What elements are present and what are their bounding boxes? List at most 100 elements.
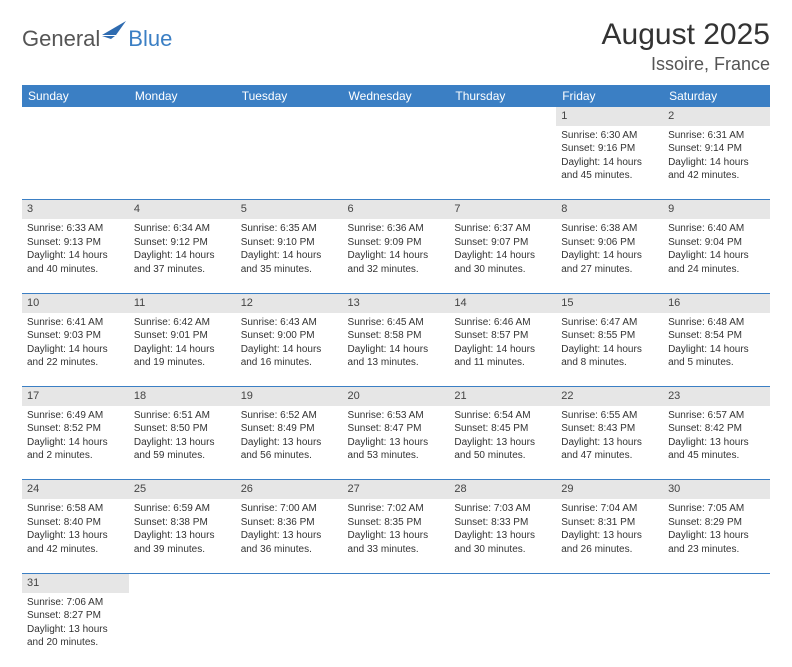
- sunrise-text: Sunrise: 7:00 AM: [241, 502, 338, 516]
- location-label: Issoire, France: [602, 54, 770, 75]
- day-cell: [236, 126, 343, 200]
- day-cell: Sunrise: 6:35 AMSunset: 9:10 PMDaylight:…: [236, 219, 343, 293]
- day-number: [449, 107, 556, 126]
- day-number: 29: [556, 480, 663, 499]
- page-title: August 2025: [602, 18, 770, 52]
- daylight-text: Daylight: 13 hours: [241, 529, 338, 543]
- day-number: 21: [449, 387, 556, 406]
- sunrise-text: Sunrise: 7:02 AM: [348, 502, 445, 516]
- day-number: [343, 573, 450, 592]
- daylight-text: Daylight: 13 hours: [561, 529, 658, 543]
- daylight-text: and 32 minutes.: [348, 263, 445, 277]
- day-number-row: 3456789: [22, 200, 770, 219]
- sunrise-text: Sunrise: 6:33 AM: [27, 222, 124, 236]
- sunrise-text: Sunrise: 6:59 AM: [134, 502, 231, 516]
- sunrise-text: Sunrise: 6:42 AM: [134, 316, 231, 330]
- daylight-text: Daylight: 13 hours: [668, 529, 765, 543]
- day-number-row: 12: [22, 107, 770, 126]
- day-cell: Sunrise: 6:49 AMSunset: 8:52 PMDaylight:…: [22, 406, 129, 480]
- day-number: 28: [449, 480, 556, 499]
- daylight-text: and 19 minutes.: [134, 356, 231, 370]
- daylight-text: and 11 minutes.: [454, 356, 551, 370]
- daylight-text: Daylight: 14 hours: [348, 343, 445, 357]
- daylight-text: Daylight: 14 hours: [134, 343, 231, 357]
- daylight-text: and 40 minutes.: [27, 263, 124, 277]
- day-cell: [449, 126, 556, 200]
- sunset-text: Sunset: 8:55 PM: [561, 329, 658, 343]
- daylight-text: and 24 minutes.: [668, 263, 765, 277]
- day-cell: Sunrise: 7:02 AMSunset: 8:35 PMDaylight:…: [343, 499, 450, 573]
- daylight-text: Daylight: 13 hours: [454, 529, 551, 543]
- daylight-text: Daylight: 13 hours: [241, 436, 338, 450]
- day-cell: [556, 593, 663, 667]
- daylight-text: Daylight: 14 hours: [241, 343, 338, 357]
- daylight-text: and 45 minutes.: [668, 449, 765, 463]
- daylight-text: and 59 minutes.: [134, 449, 231, 463]
- day-cell: Sunrise: 7:03 AMSunset: 8:33 PMDaylight:…: [449, 499, 556, 573]
- sunrise-text: Sunrise: 6:30 AM: [561, 129, 658, 143]
- day-cell: [129, 126, 236, 200]
- sunset-text: Sunset: 9:00 PM: [241, 329, 338, 343]
- sunset-text: Sunset: 8:45 PM: [454, 422, 551, 436]
- day-cell: Sunrise: 6:31 AMSunset: 9:14 PMDaylight:…: [663, 126, 770, 200]
- sunset-text: Sunset: 8:31 PM: [561, 516, 658, 530]
- day-cell: Sunrise: 6:55 AMSunset: 8:43 PMDaylight:…: [556, 406, 663, 480]
- daylight-text: Daylight: 14 hours: [668, 156, 765, 170]
- daylight-text: and 30 minutes.: [454, 263, 551, 277]
- daylight-text: and 23 minutes.: [668, 543, 765, 557]
- logo-text-blue: Blue: [128, 26, 172, 52]
- day-number: 10: [22, 293, 129, 312]
- weekday-header: Friday: [556, 85, 663, 107]
- sunset-text: Sunset: 8:42 PM: [668, 422, 765, 436]
- day-number: 14: [449, 293, 556, 312]
- day-number: 20: [343, 387, 450, 406]
- sunset-text: Sunset: 9:07 PM: [454, 236, 551, 250]
- day-number: 4: [129, 200, 236, 219]
- sunset-text: Sunset: 9:01 PM: [134, 329, 231, 343]
- daylight-text: and 5 minutes.: [668, 356, 765, 370]
- day-number: 15: [556, 293, 663, 312]
- daylight-text: Daylight: 14 hours: [27, 436, 124, 450]
- sunset-text: Sunset: 9:13 PM: [27, 236, 124, 250]
- day-cell: Sunrise: 6:52 AMSunset: 8:49 PMDaylight:…: [236, 406, 343, 480]
- sunset-text: Sunset: 8:47 PM: [348, 422, 445, 436]
- logo-flag-icon: [102, 21, 128, 44]
- daylight-text: and 2 minutes.: [27, 449, 124, 463]
- day-number: 19: [236, 387, 343, 406]
- sunrise-text: Sunrise: 6:58 AM: [27, 502, 124, 516]
- daylight-text: and 50 minutes.: [454, 449, 551, 463]
- day-cell: Sunrise: 6:37 AMSunset: 9:07 PMDaylight:…: [449, 219, 556, 293]
- day-detail-row: Sunrise: 6:49 AMSunset: 8:52 PMDaylight:…: [22, 406, 770, 480]
- daylight-text: and 26 minutes.: [561, 543, 658, 557]
- sunrise-text: Sunrise: 6:57 AM: [668, 409, 765, 423]
- day-cell: Sunrise: 6:48 AMSunset: 8:54 PMDaylight:…: [663, 313, 770, 387]
- sunrise-text: Sunrise: 6:38 AM: [561, 222, 658, 236]
- sunrise-text: Sunrise: 6:53 AM: [348, 409, 445, 423]
- day-detail-row: Sunrise: 6:33 AMSunset: 9:13 PM Daylight:…: [22, 219, 770, 293]
- day-number: 30: [663, 480, 770, 499]
- day-number: 7: [449, 200, 556, 219]
- weekday-header-row: Sunday Monday Tuesday Wednesday Thursday…: [22, 85, 770, 107]
- day-cell: Sunrise: 6:54 AMSunset: 8:45 PMDaylight:…: [449, 406, 556, 480]
- daylight-text: Daylight: 14 hours: [668, 249, 765, 263]
- daylight-text: and 37 minutes.: [134, 263, 231, 277]
- sunrise-text: Sunrise: 6:37 AM: [454, 222, 551, 236]
- weekday-header: Tuesday: [236, 85, 343, 107]
- sunset-text: Sunset: 8:58 PM: [348, 329, 445, 343]
- sunset-text: Sunset: 8:33 PM: [454, 516, 551, 530]
- sunrise-text: Sunrise: 6:40 AM: [668, 222, 765, 236]
- weekday-header: Wednesday: [343, 85, 450, 107]
- day-number: 6: [343, 200, 450, 219]
- day-number: 22: [556, 387, 663, 406]
- sunrise-text: Sunrise: 6:43 AM: [241, 316, 338, 330]
- day-number: 31: [22, 573, 129, 592]
- daylight-text: Daylight: 14 hours: [454, 343, 551, 357]
- daylight-text: Daylight: 13 hours: [454, 436, 551, 450]
- day-number: 18: [129, 387, 236, 406]
- sunset-text: Sunset: 9:09 PM: [348, 236, 445, 250]
- weekday-header: Saturday: [663, 85, 770, 107]
- day-number: 9: [663, 200, 770, 219]
- day-cell: Sunrise: 6:33 AMSunset: 9:13 PMDaylight:…: [22, 219, 129, 293]
- day-cell: [236, 593, 343, 667]
- daylight-text: and 56 minutes.: [241, 449, 338, 463]
